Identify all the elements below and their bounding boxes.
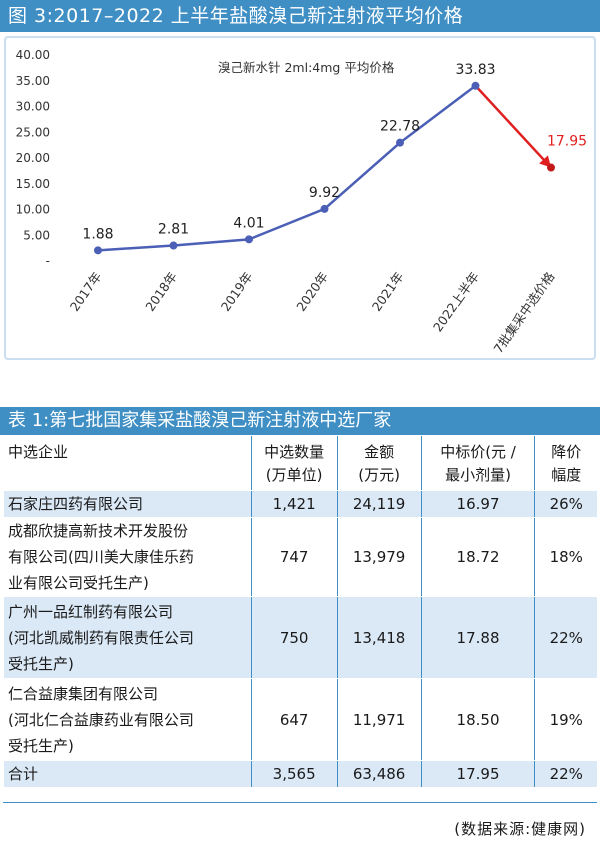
column-header: 中选企业 [3,436,252,491]
highlight-segment [474,84,552,169]
y-tick-label: 35.00 [16,74,50,88]
x-tick-label: 2019年 [218,269,256,314]
data-point [169,241,178,250]
line-chart: - 5.00 10.00 15.00 20.00 25.00 30.00 35.00 40.00… [4,36,596,360]
x-tick-label: 2017年 [67,269,105,314]
quantity-cell: 3,565 [250,760,338,788]
figure-title: 图 3:2017–2022 上半年盐酸溴己新注射液平均价格 [0,0,600,32]
quantity-cell: 1,421 [250,490,338,518]
data-point [471,81,480,90]
price-drop-cell: 18% [534,517,597,597]
amount-cell: 13,979 [336,517,422,597]
price-drop-cell: 22% [534,596,597,679]
table-row: 石家庄四药有限公司 1,421 24,119 16.97 26% [3,490,597,518]
column-header-text: 降价 [551,442,582,461]
y-tick-label: 30.00 [16,100,50,114]
table-row: 合计 3,565 63,486 17.95 22% [3,760,597,788]
column-header-text: 中选数量 [264,442,325,461]
data-label: 4.01 [233,215,264,231]
data-label: 33.83 [455,62,495,78]
company-cell-text: (河北仁合益康药业有限公司 [8,710,194,729]
y-tick-label: 40.00 [16,48,50,62]
y-tick-label: 10.00 [16,203,50,217]
company-cell-text: 仁合益康集团有限公司 [8,684,159,703]
company-cell-text: 受托生产) [8,654,74,673]
column-header-text: (万单位) [265,465,323,484]
data-label: 9.92 [309,185,340,201]
amount-cell: 11,971 [336,678,422,761]
price-cell: 17.95 [420,760,536,788]
table-bottom-rule [3,802,597,803]
amount-cell: 63,486 [336,760,422,788]
table-header-row: 中选企业 中选数量 (万单位) 金额 (万元) 中标价(元 / 最小剂量) 降价幅度 [3,436,597,491]
column-header: 金额 (万元) [336,436,422,491]
data-label: 17.95 [547,134,587,150]
data-point [396,138,404,147]
x-tick-label: 2020年 [293,269,331,314]
price-cell: 17.88 [420,596,536,679]
y-tick-label: 20.00 [16,151,50,165]
data-label: 1.88 [82,226,113,242]
chart-title: 溴己新水针 2ml:4mg 平均价格 [218,60,395,75]
y-tick-label: 5.00 [23,228,50,242]
company-cell-text: 有限公司(四川美大康佳乐药 [8,548,194,566]
company-cell: 仁合益康集团有限公司 (河北仁合益康药业有限公司 受托生产) [3,678,252,761]
company-cell-text: 业有限公司受托生产) [8,574,149,592]
data-source: (数据来源:健康网) [454,820,586,838]
y-tick-label: 25.00 [16,125,50,139]
column-header: 中选数量 (万单位) [250,436,338,491]
amount-cell: 13,418 [336,596,422,679]
price-drop-cell: 26% [534,490,597,518]
column-header-text: (万元) [358,465,400,484]
x-tick-label: 2021年 [369,269,407,314]
quantity-cell: 747 [250,517,338,597]
company-cell: 合计 [3,760,252,788]
data-point [547,163,555,172]
price-drop-cell: 22% [534,760,597,788]
quantity-cell: 750 [250,596,338,679]
price-cell: 18.72 [420,517,536,597]
column-header-text: 中选企业 [8,443,69,461]
company-cell-text: 广州一品红制药有限公司 [8,602,174,621]
x-tick-label: 2022上半年 [430,269,482,334]
data-label: 2.81 [158,222,189,238]
data-point [320,204,329,213]
series-line [97,84,477,252]
company-cell: 广州一品红制药有限公司 (河北凯威制药有限责任公司 受托生产) [3,596,252,679]
price-drop-cell: 19% [534,678,597,761]
amount-cell: 24,119 [336,490,422,518]
price-cell: 16.97 [420,490,536,518]
data-point [94,246,102,255]
column-header: 中标价(元 / 最小剂量) [420,436,536,491]
column-header-text: 金额 [364,442,395,461]
company-cell-text: 成都欣捷高新技术开发股份 [8,522,189,540]
data-label: 22.78 [380,119,420,135]
winners-table: 中选企业 中选数量 (万单位) 金额 (万元) 中标价(元 / 最小剂量) 降价幅度石家庄四药… [3,436,597,788]
table-row: 成都欣捷高新技术开发股份 有限公司(四川美大康佳乐药 业有限公司受托生产) 747 13… [3,517,597,597]
company-cell-text: 石家庄四药有限公司 [8,495,144,513]
column-header-text: 最小剂量) [445,465,511,484]
highlight-arrowhead [539,155,551,168]
company-cell: 成都欣捷高新技术开发股份 有限公司(四川美大康佳乐药 业有限公司受托生产) [3,517,252,597]
y-tick-label: - [46,254,50,268]
column-header-text: 幅度 [551,465,582,484]
chart-svg: - 5.00 10.00 15.00 20.00 25.00 30.00 35.00 40.00… [16,48,587,356]
quantity-cell: 647 [250,678,338,761]
data-point [245,235,253,244]
x-tick-label: 2018年 [142,269,180,314]
column-header: 降价 幅度 [534,436,597,491]
y-tick-label: 15.00 [16,177,50,191]
table-row: 广州一品红制药有限公司 (河北凯威制药有限责任公司 受托生产) 750 13,418 17… [3,596,597,679]
company-cell-text: 合计 [8,765,39,783]
x-tick-label: 7批集采中选价格 [490,269,557,356]
company-cell: 石家庄四药有限公司 [3,490,252,518]
company-cell-text: (河北凯威制药有限责任公司 [8,628,194,647]
table-row: 仁合益康集团有限公司 (河北仁合益康药业有限公司 受托生产) 647 11,971 18.… [3,678,597,761]
company-cell-text: 受托生产) [8,736,74,755]
table-title: 表 1:第七批国家集采盐酸溴己新注射液中选厂家 [0,407,600,435]
price-cell: 18.50 [420,678,536,761]
column-header-text: 中标价(元 / [440,442,516,461]
